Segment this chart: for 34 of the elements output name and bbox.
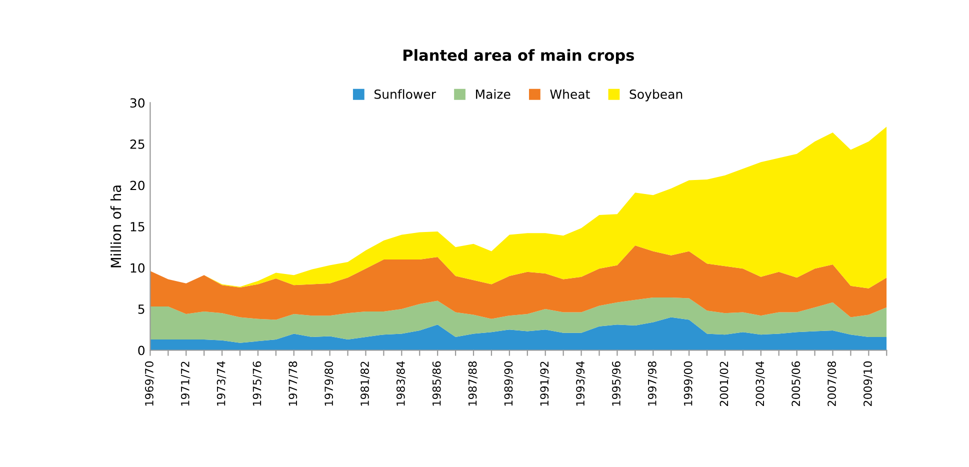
x-tick-label: 1999/00: [684, 361, 694, 406]
x-tick-label: 1995/96: [612, 361, 622, 406]
y-tick-label: 20: [130, 180, 145, 190]
x-tick-label: 1979/80: [324, 361, 334, 406]
x-tick-label: 1977/78: [288, 361, 298, 406]
y-axis-title: Million of ha: [110, 186, 122, 268]
chart-title: Planted area of main crops: [404, 49, 634, 64]
x-tick-label: 1973/74: [216, 361, 226, 406]
x-tick-label: 1975/76: [252, 361, 262, 406]
legend-label: Sunflower: [374, 89, 436, 99]
x-tick-label: 1997/98: [648, 361, 658, 406]
x-tick-label: 1987/88: [468, 361, 478, 406]
x-tick-label: 2001/02: [720, 362, 730, 406]
y-tick-label: 10: [130, 263, 145, 273]
x-tick-label: 1969/70: [145, 361, 154, 406]
x-tick-label: 1981/82: [360, 362, 370, 406]
x-tick-label: 1971/72: [180, 362, 190, 406]
y-tick-label: 30: [130, 98, 145, 108]
y-tick-label: 25: [130, 139, 144, 149]
y-tick-label: 0: [138, 346, 145, 356]
x-tick-label: 2003/04: [756, 361, 765, 406]
x-tick-label: 1983/84: [396, 361, 406, 406]
x-tick-label: 1993/94: [576, 361, 586, 406]
legend-label: Wheat: [550, 89, 590, 99]
x-tick-label: 2005/06: [792, 361, 801, 406]
legend-label: Soybean: [630, 89, 682, 102]
y-tick-label: 15: [130, 222, 144, 232]
legend-label: Maize: [476, 89, 510, 99]
x-tick-label: 1991/92: [540, 362, 550, 406]
y-tick-label: 5: [138, 304, 144, 314]
x-tick-label: 2007/08: [828, 361, 837, 406]
x-tick-label: 2009/10: [863, 361, 873, 406]
x-tick-label: 1985/86: [432, 361, 442, 406]
x-tick-label: 1989/90: [504, 361, 514, 406]
